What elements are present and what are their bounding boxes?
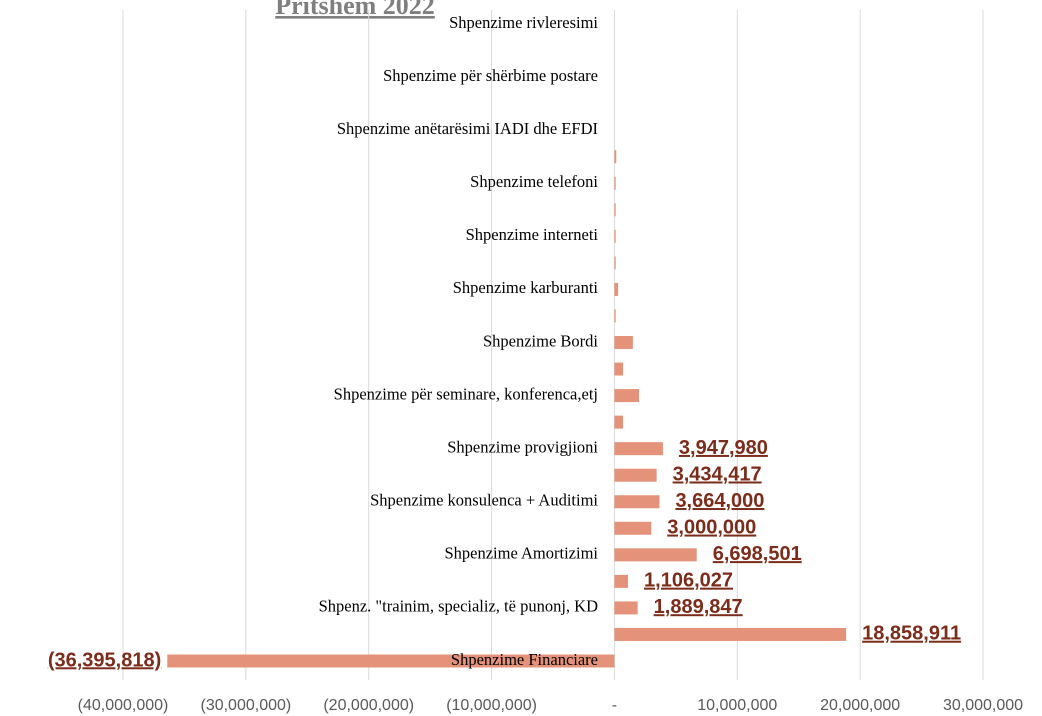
bar	[614, 362, 624, 376]
bar	[614, 203, 616, 217]
x-tick-label: (40,000,000)	[78, 697, 169, 714]
x-tick-label: (10,000,000)	[446, 697, 537, 714]
x-tick-label: (20,000,000)	[323, 697, 414, 714]
bar	[614, 336, 633, 349]
bar	[614, 601, 638, 615]
data-label: 3,000,000	[667, 517, 756, 539]
x-tick-label: (30,000,000)	[200, 697, 291, 714]
data-label: 6,698,501	[713, 543, 802, 565]
bar	[614, 468, 657, 482]
x-tick-label: 20,000,000	[820, 697, 900, 714]
bar	[614, 574, 629, 588]
data-label: 18,858,911	[862, 623, 961, 645]
bars	[167, 150, 847, 668]
x-tick-label: 30,000,000	[943, 697, 1023, 714]
bar	[614, 495, 660, 509]
bar	[614, 548, 697, 562]
data-label: (36,395,818)	[48, 649, 161, 671]
chart-title: Pritshem 2022	[275, 0, 435, 20]
bar	[614, 415, 624, 429]
data-label: 3,664,000	[675, 490, 764, 512]
category-label: Shpenzime për seminare, konferenca,etj	[334, 384, 598, 403]
bar	[614, 442, 663, 456]
category-label: Shpenzime rivleresimi	[449, 13, 598, 32]
x-tick-label: 10,000,000	[697, 697, 777, 714]
category-label: Shpenzime karburanti	[453, 278, 599, 297]
data-label: 3,434,417	[673, 463, 762, 485]
bar	[614, 229, 616, 243]
data-label: 1,889,847	[654, 596, 743, 618]
labels: (40,000,000) (30,000,000) (20,000,000) (10,…	[48, 13, 1023, 714]
category-label: Shpenzime provigjioni	[447, 437, 598, 456]
bar	[614, 309, 616, 323]
category-label: Shpenz. "trainim, specializ, të punonj, …	[319, 597, 598, 616]
x-tick-label: -	[612, 697, 617, 714]
bar	[614, 282, 619, 296]
category-label: Shpenzime telefoni	[470, 172, 598, 191]
bar	[614, 256, 616, 270]
data-label: 3,947,980	[679, 437, 768, 459]
bar	[614, 627, 847, 641]
category-label: Shpenzime Financiare	[451, 650, 598, 669]
category-label: Shpenzime anëtarësimi IADI dhe EFDI	[337, 119, 598, 138]
bar	[167, 654, 615, 668]
category-label: Shpenzime për shërbime postare	[383, 66, 598, 85]
bar	[614, 150, 617, 164]
category-label: Shpenzime Bordi	[483, 331, 598, 350]
bar	[614, 389, 639, 403]
category-label: Shpenzime interneti	[466, 225, 599, 244]
bar	[614, 521, 652, 535]
category-label: Shpenzime Amortizimi	[444, 544, 598, 563]
category-label: Shpenzime konsulenca + Auditimi	[370, 491, 598, 510]
data-label: 1,106,027	[644, 570, 733, 592]
bar	[614, 176, 616, 190]
